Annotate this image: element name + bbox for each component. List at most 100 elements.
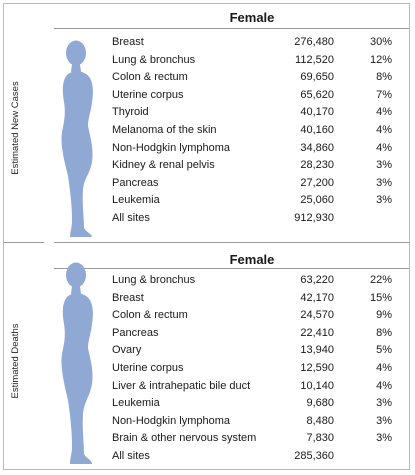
death-percent: 8% [376, 326, 392, 339]
table-row: Pancreas 22,410 8% [112, 325, 392, 343]
death-count: 22,410 [300, 326, 334, 339]
death-percent: 9% [376, 309, 392, 322]
death-count: 7,830 [306, 432, 334, 445]
death-count: 9,680 [306, 397, 334, 410]
deaths-header-rule [54, 268, 409, 269]
case-percent: 30% [369, 36, 392, 48]
deaths-table: Lung & bronchus 63,220 22% Breast 42,170 15%… [112, 272, 392, 466]
table-row: Kidney & renal pelvis 28,230 3% [112, 157, 392, 175]
cancer-site: All sites [112, 449, 150, 462]
case-percent: 7% [376, 88, 392, 101]
case-percent: 8% [376, 71, 392, 84]
cancer-site: Colon & rectum [112, 71, 188, 84]
death-percent: 3% [376, 397, 392, 410]
cancer-site: Kidney & renal pelvis [112, 159, 215, 172]
table-row: Lung & bronchus 112,520 12% [112, 52, 392, 70]
death-percent: 22% [369, 274, 392, 286]
case-percent: 3% [376, 194, 392, 207]
table-row: Leukemia 9,680 3% [112, 395, 392, 413]
table-row: Brain & other nervous system 7,830 3% [112, 430, 392, 448]
case-count: 25,060 [300, 194, 334, 207]
table-row: Non-Hodgkin lymphoma 34,860 4% [112, 140, 392, 158]
table-row: Liver & intrahepatic bile duct 10,140 4% [112, 378, 392, 396]
table-row: Leukemia 25,060 3% [112, 192, 392, 210]
death-percent: 4% [376, 379, 392, 392]
case-count: 34,860 [300, 141, 334, 154]
death-count: 285,360 [294, 449, 334, 462]
table-row: Uterine corpus 12,590 4% [112, 360, 392, 378]
new-cases-header-rule [54, 28, 409, 29]
cancer-statistics-panel: Estimated New Cases Female Breast 276,480… [3, 3, 410, 470]
deaths-section: Estimated Deaths Female Lung & bronchus 6… [4, 242, 409, 469]
cancer-site: Melanoma of the skin [112, 123, 217, 136]
table-row: Melanoma of the skin 40,160 4% [112, 122, 392, 140]
deaths-side-label: Estimated Deaths [10, 323, 21, 399]
cancer-site: Brain & other nervous system [112, 432, 257, 445]
table-row-total: All sites 912,930 [112, 210, 392, 228]
case-count: 40,160 [300, 123, 334, 136]
cancer-site: Colon & rectum [112, 309, 188, 322]
cancer-site: Pancreas [112, 326, 159, 339]
death-count: 12,590 [300, 361, 334, 374]
table-row: Breast 42,170 15% [112, 290, 392, 308]
cancer-site: Non-Hodgkin lymphoma [112, 141, 230, 154]
death-percent: 5% [376, 344, 392, 357]
cancer-site: Uterine corpus [112, 361, 184, 374]
death-percent: 3% [376, 432, 392, 445]
cancer-site: Thyroid [112, 106, 149, 119]
case-count: 912,930 [294, 211, 334, 224]
table-row: Lung & bronchus 63,220 22% [112, 272, 392, 290]
new-cases-title: Female [229, 10, 275, 25]
section-divider-right [54, 242, 409, 243]
table-row-total: All sites 285,360 [112, 448, 392, 466]
cancer-site: Leukemia [112, 397, 160, 410]
case-count: 69,650 [300, 71, 334, 84]
new-cases-side-label: Estimated New Cases [10, 81, 21, 175]
table-row: Non-Hodgkin lymphoma 8,480 3% [112, 413, 392, 431]
cancer-site: Pancreas [112, 176, 159, 189]
cancer-site: Leukemia [112, 194, 160, 207]
case-percent: 4% [376, 123, 392, 136]
deaths-title: Female [229, 252, 275, 267]
cancer-site: Lung & bronchus [112, 274, 196, 286]
table-row: Pancreas 27,200 3% [112, 175, 392, 193]
case-percent: 3% [376, 176, 392, 189]
case-count: 276,480 [294, 36, 334, 48]
death-percent: 3% [376, 414, 392, 427]
death-count: 24,570 [300, 309, 334, 322]
cancer-site: Liver & intrahepatic bile duct [112, 379, 251, 392]
case-count: 112,520 [295, 53, 334, 66]
female-silhouette-icon [61, 40, 93, 237]
case-count: 28,230 [300, 159, 334, 172]
case-percent: 4% [376, 106, 392, 119]
death-percent: 15% [369, 291, 392, 304]
cancer-site: Non-Hodgkin lymphoma [112, 414, 230, 427]
case-percent: 3% [376, 159, 392, 172]
death-count: 42,170 [300, 291, 334, 304]
death-percent: 4% [376, 361, 392, 374]
table-row: Uterine corpus 65,620 7% [112, 87, 392, 105]
case-percent: 4% [376, 141, 392, 154]
case-count: 65,620 [300, 88, 334, 101]
table-row: Thyroid 40,170 4% [112, 104, 392, 122]
death-count: 10,140 [300, 379, 334, 392]
new-cases-table: Breast 276,480 30% Lung & bronchus 112,520 1… [112, 34, 392, 228]
female-silhouette-icon [61, 262, 93, 464]
table-row: Ovary 13,940 5% [112, 342, 392, 360]
section-divider-left [4, 242, 44, 243]
death-count: 13,940 [300, 344, 334, 357]
case-count: 40,170 [300, 106, 334, 119]
death-count: 63,220 [300, 274, 334, 286]
death-count: 8,480 [306, 414, 334, 427]
case-count: 27,200 [300, 176, 334, 189]
table-row: Colon & rectum 24,570 9% [112, 307, 392, 325]
cancer-site: Uterine corpus [112, 88, 184, 101]
cancer-site: Breast [112, 36, 144, 48]
cancer-site: Ovary [112, 344, 142, 357]
cancer-site: Breast [112, 291, 144, 304]
case-percent: 12% [369, 53, 392, 66]
new-cases-section: Estimated New Cases Female Breast 276,480… [4, 4, 409, 242]
cancer-site: All sites [112, 211, 150, 224]
table-row: Breast 276,480 30% [112, 34, 392, 52]
table-row: Colon & rectum 69,650 8% [112, 69, 392, 87]
